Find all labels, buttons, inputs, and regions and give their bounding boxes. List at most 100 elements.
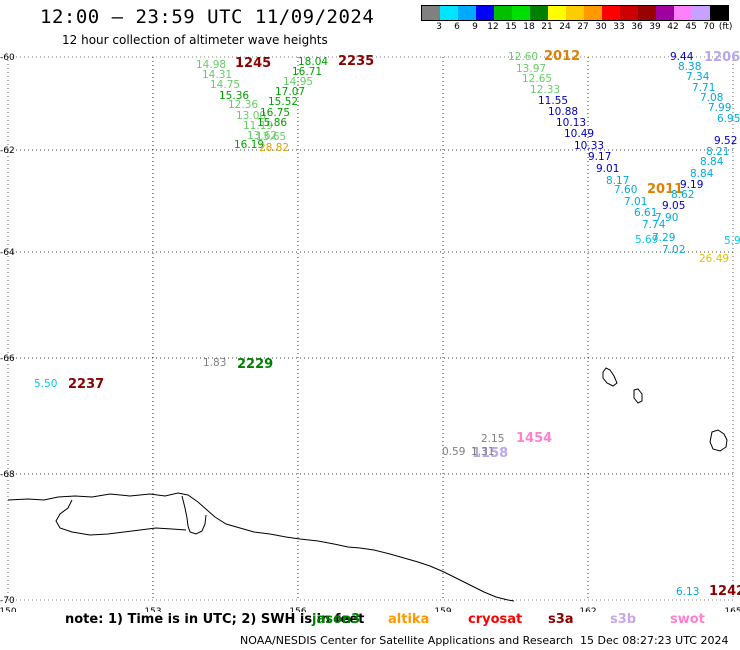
longitude-tick-label: 150	[0, 607, 17, 612]
legend-swatch	[458, 6, 476, 20]
satellite-legend-altika: altika	[388, 612, 430, 627]
legend-unit: (ft)	[718, 22, 733, 32]
legend-tick: 33	[613, 22, 625, 32]
legend-swatch	[584, 6, 602, 20]
wave-height-value: 1.31	[471, 446, 494, 458]
wave-height-value: 9.17	[588, 151, 611, 163]
longitude-tick-label: 159	[434, 607, 451, 612]
pass-time-label: 2011	[647, 182, 683, 197]
legend-tick: 6	[454, 22, 460, 32]
map-subtitle: 12 hour collection of altimeter wave hei…	[62, 33, 328, 47]
wave-height-value: 13.97	[516, 63, 546, 75]
wave-height-value: 12.60	[508, 51, 538, 63]
legend-tick: 70	[703, 22, 715, 32]
wave-height-value: 14.95	[283, 76, 313, 88]
map-frame	[7, 56, 734, 601]
legend-swatch	[494, 6, 512, 20]
legend-tick-labels: 3 6 9 12 15 18 21 24 27 30 33 36 39 42 45 70 (ft)	[421, 21, 732, 35]
wave-height-value: 8.84	[700, 156, 724, 168]
altimeter-map: 150 153 156 159 162 165 -60 -62 -64 -66 -68 -70 124…	[0, 49, 740, 612]
pass-time-label: 1158	[472, 446, 508, 461]
footer-note: note: 1) Time is in UTC; 2) SWH is in fe…	[65, 612, 365, 627]
wave-height-value: 6.61	[634, 207, 657, 219]
wave-height-value: 12.65	[522, 73, 552, 85]
footer: note: 1) Time is in UTC; 2) SWH is in fe…	[0, 612, 740, 650]
wave-height-value: 6.95	[717, 113, 740, 125]
legend-tick: 9	[472, 22, 478, 32]
wave-height-value: 7.71	[692, 82, 715, 94]
latitude-tick-label: -60	[0, 53, 15, 63]
wave-height-value: 8.38	[678, 61, 701, 73]
wave-height-value: 12.33	[530, 84, 560, 96]
wave-height-value: 7.29	[652, 232, 675, 244]
wave-height-value: 11.55	[538, 95, 568, 107]
wave-height-value: 16.75	[260, 107, 290, 119]
wave-height-value: 9.52	[714, 135, 737, 147]
wave-height-value: 10.88	[548, 106, 578, 118]
legend-swatch	[656, 6, 674, 20]
latitude-tick-label: -64	[0, 248, 15, 258]
latitude-tick-label: -62	[0, 146, 15, 156]
legend-swatch	[602, 6, 620, 20]
wave-height-value: 5.50	[34, 378, 57, 390]
wave-height-value: 15.86	[257, 117, 287, 129]
pass-time-label: 1454	[516, 431, 552, 446]
legend-tick: 12	[487, 22, 499, 32]
wave-height-value: 15.36	[219, 90, 249, 102]
wave-height-value: 2.15	[481, 433, 504, 445]
pass-time-label: 2012	[544, 49, 580, 64]
pass-time-label: 1206	[704, 50, 740, 65]
satellite-tracks: 1245 2235 2012 1206 2011 2229 2237 1454 1158 1242…	[34, 49, 740, 599]
legend-tick: 27	[577, 22, 589, 32]
legend-tick: 21	[541, 22, 553, 32]
wave-height-value: 5.9	[724, 235, 740, 247]
satellite-legend-s3b: s3b	[610, 612, 637, 627]
pass-time-label: 2229	[237, 357, 273, 372]
wave-height-value: 1.83	[203, 357, 226, 369]
latitude-tick-label: -70	[0, 596, 15, 606]
wave-height-value: 12.36	[228, 99, 258, 111]
pass-time-label: 2235	[338, 54, 374, 69]
map-graticule	[7, 56, 734, 601]
satellite-legend-jason3: jason3	[312, 612, 361, 627]
wave-height-value: 8.17	[606, 175, 629, 187]
legend-tick: 30	[595, 22, 607, 32]
wave-height-value: 13.62	[247, 130, 277, 142]
wave-height-value: 9.01	[596, 163, 619, 175]
wave-height-value: 10.13	[556, 117, 586, 129]
footer-timestamp: 15 Dec 08:27:23 UTC 2024	[580, 634, 729, 647]
wave-height-value: 8.21	[706, 146, 729, 158]
wave-height-value: 16.19	[234, 139, 264, 151]
wave-height-value: 8.84	[690, 168, 714, 180]
legend-tick: 42	[667, 22, 679, 32]
legend-tick: 36	[631, 22, 643, 32]
satellite-legend-swot: swot	[670, 612, 705, 627]
wave-height-value: 11.19	[243, 120, 273, 132]
latitude-tick-label: -66	[0, 354, 15, 364]
legend-tick: 24	[559, 22, 571, 32]
legend-swatch	[476, 6, 494, 20]
wave-height-value: 9.05	[662, 200, 685, 212]
legend-tick: 3	[436, 22, 442, 32]
legend-tick: 45	[685, 22, 697, 32]
wave-height-color-legend: 3 6 9 12 15 18 21 24 27 30 33 36 39 42 45 70 (ft)	[421, 5, 732, 35]
coastline-mainland	[7, 492, 515, 602]
coastline	[7, 367, 728, 602]
legend-tick: 39	[649, 22, 661, 32]
axis-labels: 150 153 156 159 162 165 -60 -62 -64 -66 -68 -70	[0, 53, 740, 612]
coastline-small-island-1	[602, 367, 618, 387]
wave-height-value: 28.82	[259, 142, 289, 154]
coastline-small-island-3	[709, 429, 728, 452]
legend-swatch	[566, 6, 584, 20]
wave-height-value: 7.99	[708, 102, 731, 114]
satellite-legend-cryosat: cryosat	[468, 612, 523, 627]
wave-height-value: 7.74	[642, 219, 666, 231]
wave-height-value: 7.60	[614, 184, 637, 196]
legend-swatch	[548, 6, 566, 20]
wave-height-value: 0.59	[442, 446, 465, 458]
wave-height-value: 13.65	[256, 131, 286, 143]
wave-height-value: 7.34	[686, 71, 710, 83]
latitude-tick-label: -68	[0, 470, 15, 480]
wave-height-value: 14.31	[202, 69, 232, 81]
